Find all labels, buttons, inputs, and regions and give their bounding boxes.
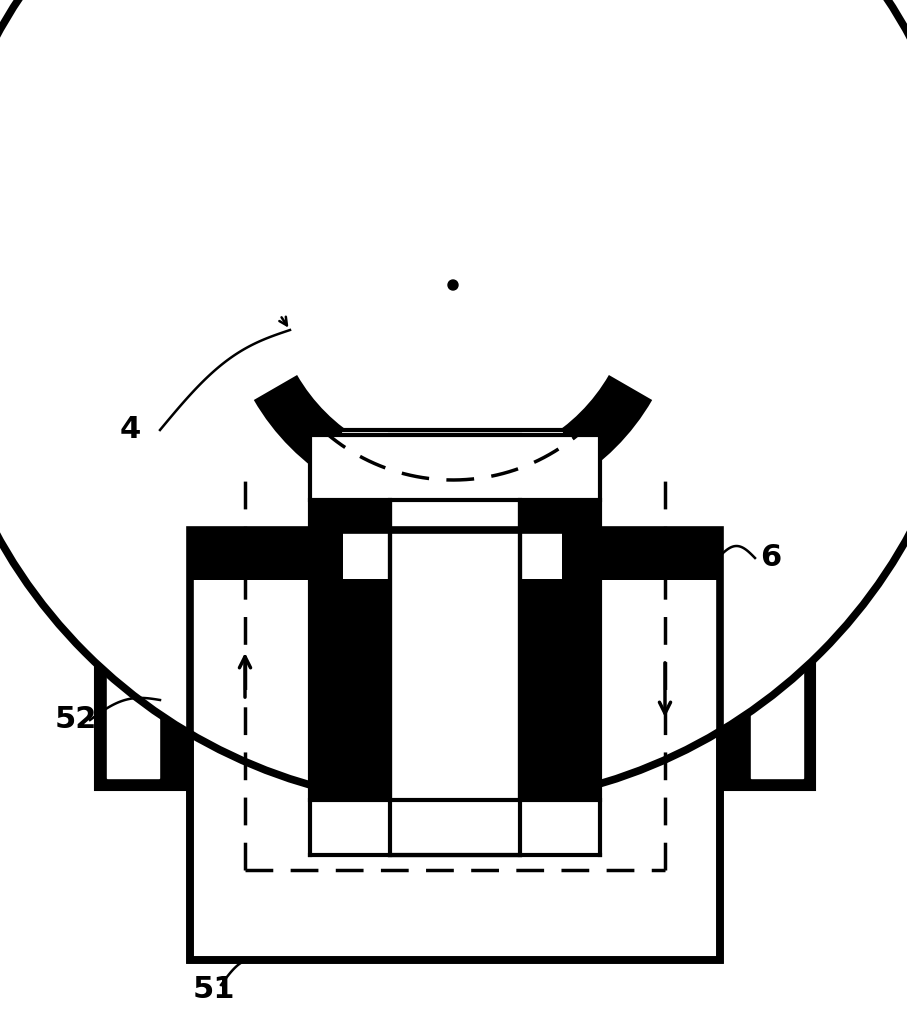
Bar [190, 530, 720, 960]
Bar [95, 610, 190, 790]
Bar [751, 622, 803, 779]
Bar [190, 530, 720, 580]
Bar [310, 800, 600, 855]
Bar [343, 530, 562, 579]
Bar [107, 622, 160, 779]
Text: 6: 6 [760, 543, 781, 573]
Circle shape [223, 55, 683, 515]
Text: 4: 4 [120, 415, 141, 445]
Bar [310, 435, 600, 500]
Wedge shape [254, 375, 652, 515]
Bar [310, 500, 390, 800]
Bar [720, 610, 815, 790]
Bar [520, 500, 600, 800]
Text: 52: 52 [55, 706, 97, 735]
Circle shape [448, 280, 458, 290]
Bar [190, 530, 720, 960]
Circle shape [0, 0, 907, 805]
Bar [390, 435, 520, 855]
Bar [340, 430, 565, 530]
Text: 51: 51 [193, 976, 236, 1005]
Bar [310, 435, 600, 855]
